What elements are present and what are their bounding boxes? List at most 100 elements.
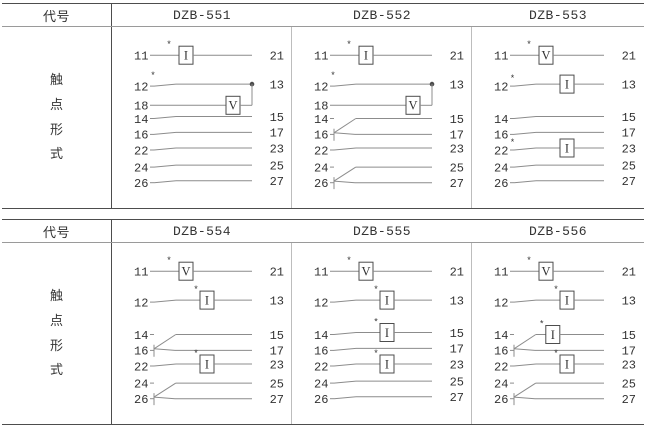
- svg-text:14: 14: [134, 113, 148, 127]
- svg-text:17: 17: [270, 345, 284, 359]
- svg-text:*: *: [554, 284, 558, 294]
- svg-text:12: 12: [134, 296, 148, 310]
- svg-text:23: 23: [270, 142, 284, 156]
- svg-text:V: V: [181, 265, 190, 279]
- svg-text:*: *: [554, 348, 558, 358]
- svg-text:17: 17: [450, 129, 464, 143]
- svg-text:23: 23: [450, 142, 464, 156]
- svg-text:21: 21: [270, 266, 284, 280]
- svg-text:13: 13: [622, 78, 636, 92]
- svg-text:*: *: [374, 317, 378, 327]
- svg-text:V: V: [541, 49, 550, 63]
- svg-text:27: 27: [450, 177, 464, 191]
- svg-text:27: 27: [270, 175, 284, 189]
- svg-text:*: *: [331, 70, 335, 80]
- svg-text:11: 11: [314, 50, 328, 64]
- svg-text:I: I: [205, 357, 209, 371]
- svg-text:25: 25: [622, 377, 636, 391]
- svg-text:*: *: [347, 255, 351, 265]
- svg-text:22: 22: [134, 360, 148, 374]
- svg-text:24: 24: [134, 377, 148, 391]
- svg-text:I: I: [565, 357, 569, 371]
- svg-text:22: 22: [314, 360, 328, 374]
- svg-text:16: 16: [134, 129, 148, 143]
- svg-text:V: V: [408, 99, 417, 113]
- svg-text:27: 27: [450, 391, 464, 405]
- svg-text:26: 26: [494, 177, 508, 191]
- svg-text:24: 24: [494, 377, 508, 391]
- svg-text:13: 13: [450, 78, 464, 92]
- svg-text:16: 16: [494, 345, 508, 359]
- svg-text:11: 11: [134, 266, 148, 280]
- svg-text:I: I: [184, 49, 188, 63]
- svg-text:21: 21: [450, 50, 464, 64]
- svg-text:24: 24: [134, 161, 148, 175]
- svg-text:I: I: [364, 49, 368, 63]
- svg-text:V: V: [541, 265, 550, 279]
- svg-text:22: 22: [494, 144, 508, 158]
- svg-text:12: 12: [494, 296, 508, 310]
- svg-text:I: I: [565, 293, 569, 307]
- svg-text:15: 15: [622, 329, 636, 343]
- svg-text:21: 21: [450, 266, 464, 280]
- svg-text:*: *: [167, 255, 171, 265]
- svg-text:21: 21: [622, 266, 636, 280]
- svg-text:11: 11: [494, 50, 508, 64]
- svg-text:21: 21: [622, 50, 636, 64]
- svg-text:12: 12: [134, 80, 148, 94]
- svg-text:15: 15: [450, 327, 464, 341]
- svg-text:*: *: [347, 39, 351, 49]
- svg-text:22: 22: [134, 144, 148, 158]
- svg-text:16: 16: [134, 345, 148, 359]
- svg-text:15: 15: [450, 113, 464, 127]
- svg-text:12: 12: [314, 296, 328, 310]
- svg-text:26: 26: [314, 393, 328, 407]
- svg-text:25: 25: [270, 159, 284, 173]
- svg-text:17: 17: [450, 343, 464, 357]
- svg-text:12: 12: [314, 80, 328, 94]
- svg-text:15: 15: [270, 329, 284, 343]
- svg-text:13: 13: [622, 294, 636, 308]
- svg-text:16: 16: [314, 345, 328, 359]
- svg-text:*: *: [194, 284, 198, 294]
- svg-text:25: 25: [450, 161, 464, 175]
- svg-text:26: 26: [134, 177, 148, 191]
- svg-text:I: I: [551, 328, 555, 342]
- svg-text:13: 13: [450, 294, 464, 308]
- svg-text:22: 22: [494, 360, 508, 374]
- svg-text:15: 15: [270, 111, 284, 125]
- svg-text:*: *: [540, 319, 544, 329]
- svg-text:*: *: [374, 284, 378, 294]
- svg-text:24: 24: [314, 161, 328, 175]
- svg-text:27: 27: [622, 393, 636, 407]
- svg-text:14: 14: [134, 329, 148, 343]
- svg-text:14: 14: [494, 113, 508, 127]
- svg-text:17: 17: [622, 345, 636, 359]
- svg-text:22: 22: [314, 144, 328, 158]
- svg-text:V: V: [361, 265, 370, 279]
- svg-text:14: 14: [314, 113, 328, 127]
- svg-text:14: 14: [314, 329, 328, 343]
- svg-text:V: V: [228, 99, 237, 113]
- svg-text:15: 15: [622, 111, 636, 125]
- svg-text:18: 18: [134, 100, 148, 114]
- svg-text:23: 23: [450, 358, 464, 372]
- svg-text:17: 17: [270, 127, 284, 141]
- svg-text:18: 18: [314, 100, 328, 114]
- svg-text:*: *: [511, 73, 515, 83]
- svg-text:16: 16: [494, 129, 508, 143]
- svg-text:17: 17: [622, 127, 636, 141]
- svg-text:24: 24: [494, 161, 508, 175]
- svg-text:24: 24: [314, 377, 328, 391]
- svg-text:*: *: [194, 348, 198, 358]
- svg-text:25: 25: [270, 377, 284, 391]
- svg-text:27: 27: [622, 175, 636, 189]
- svg-text:11: 11: [134, 50, 148, 64]
- svg-text:26: 26: [494, 393, 508, 407]
- svg-text:16: 16: [314, 129, 328, 143]
- svg-text:*: *: [374, 348, 378, 358]
- svg-text:25: 25: [450, 375, 464, 389]
- svg-text:I: I: [565, 77, 569, 91]
- svg-text:I: I: [385, 293, 389, 307]
- svg-text:23: 23: [270, 358, 284, 372]
